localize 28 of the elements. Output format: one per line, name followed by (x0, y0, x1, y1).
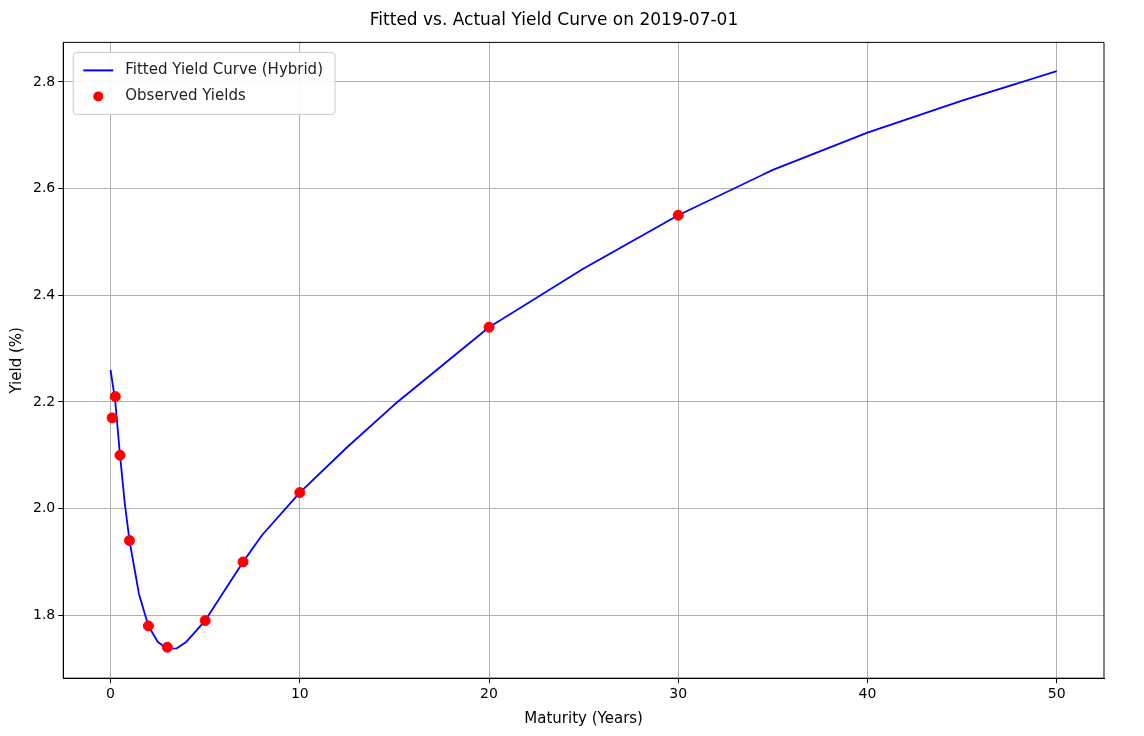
point (237, 556, 249, 568)
x-tick-label: 50 (1047, 685, 1066, 702)
point (199, 615, 211, 627)
point (672, 209, 684, 221)
point (114, 449, 126, 461)
y-tick-label: 2.6 (33, 179, 56, 196)
legend-label: Observed Yields (125, 86, 246, 105)
chart-title: Fitted vs. Actual Yield Curve on 2019-07-01 (369, 8, 739, 29)
legend-label: Fitted Yield Curve (Hybrid) (125, 60, 323, 79)
y-tick-label: 2.0 (33, 499, 56, 516)
y-axis-title: Yield (%) (6, 327, 25, 395)
y-tick-label: 2.4 (33, 285, 56, 302)
point (123, 535, 135, 547)
point (161, 641, 173, 653)
y-tick-label: 2.8 (33, 72, 56, 89)
x-tick-label: 30 (669, 685, 688, 702)
x-tick-label: 10 (290, 685, 309, 702)
point (483, 321, 495, 333)
x-tick-label: 20 (480, 685, 498, 702)
x-axis-title: Maturity (Years) (524, 708, 643, 727)
point (142, 620, 154, 632)
y-tick-label: 2.2 (33, 392, 56, 409)
point (294, 487, 306, 499)
x-tick-label: 0 (106, 685, 116, 702)
point (106, 412, 118, 424)
point (109, 391, 121, 403)
x-tick-label: 40 (858, 685, 877, 702)
y-tick-label: 1.8 (33, 605, 56, 622)
